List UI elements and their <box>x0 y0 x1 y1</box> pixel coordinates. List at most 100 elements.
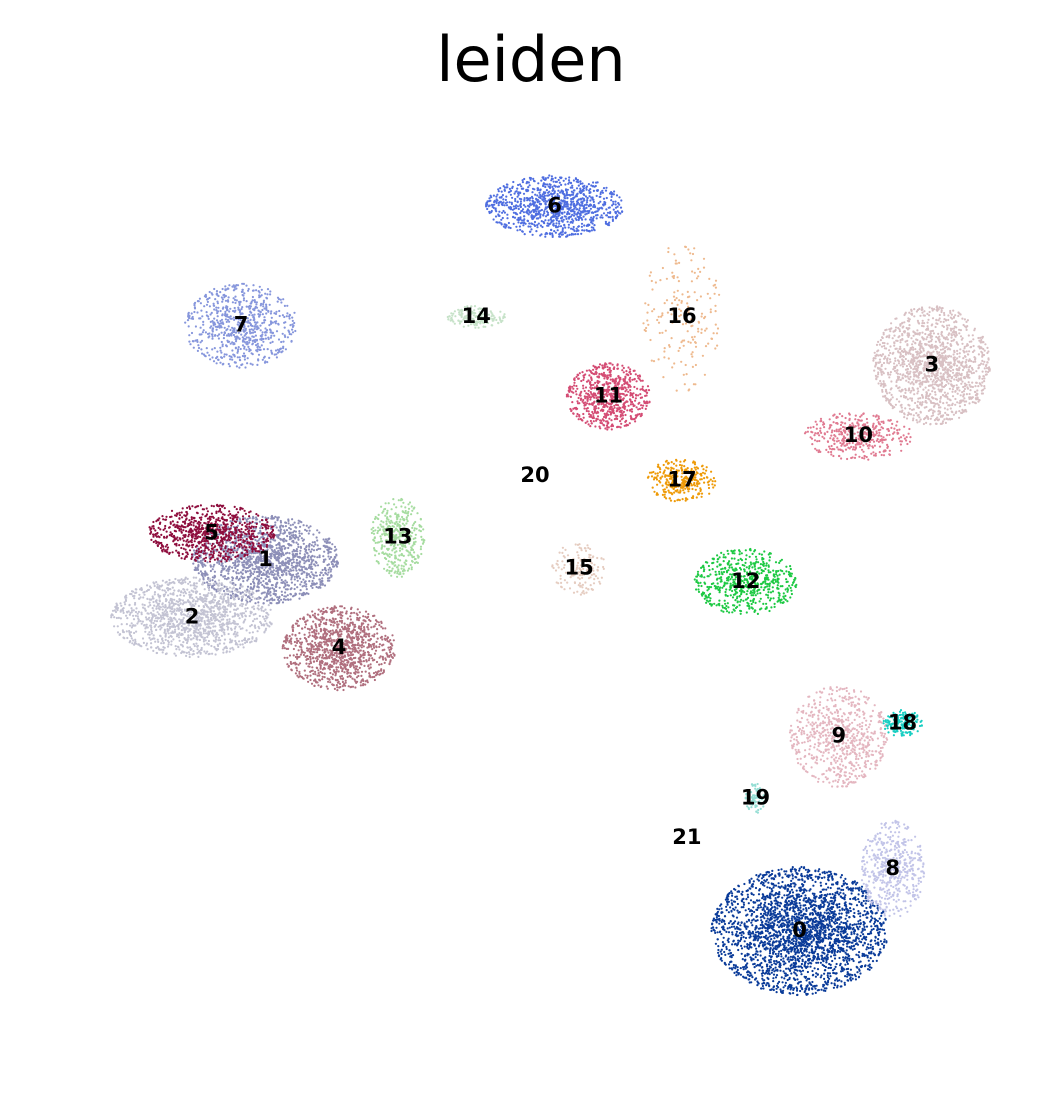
scatter-point <box>242 580 245 583</box>
scatter-point <box>257 589 260 592</box>
scatter-point <box>801 969 805 972</box>
scatter-point <box>863 942 866 945</box>
scatter-point <box>161 637 164 640</box>
scatter-point <box>846 933 849 936</box>
scatter-point <box>278 595 281 598</box>
scatter-point <box>262 585 266 588</box>
scatter-point <box>858 900 861 904</box>
scatter-point <box>736 943 739 946</box>
scatter-point <box>763 879 766 882</box>
scatter-point <box>749 899 753 902</box>
scatter-point <box>810 873 813 877</box>
scatter-point <box>779 988 782 991</box>
scatter-point <box>792 962 795 965</box>
scatter-point <box>775 902 778 905</box>
scatter-point <box>747 902 750 905</box>
scatter-point <box>777 901 780 904</box>
scatter-point <box>837 944 840 947</box>
scatter-point <box>764 943 767 946</box>
scatter-point <box>229 647 232 650</box>
scatter-point <box>829 975 832 978</box>
scatter-point <box>849 889 853 892</box>
scatter-point <box>830 883 834 886</box>
scatter-point <box>313 555 316 558</box>
scatter-point <box>153 593 156 596</box>
scatter-point <box>239 518 242 521</box>
scatter-point <box>838 887 841 890</box>
scatter-point <box>226 614 229 617</box>
scatter-point <box>734 888 737 891</box>
scatter-point <box>255 518 258 521</box>
scatter-point <box>774 908 777 912</box>
scatter-point <box>178 648 181 651</box>
scatter-point <box>258 578 261 582</box>
scatter-point <box>185 654 188 658</box>
scatter-point <box>744 936 748 940</box>
scatter-point <box>774 976 778 979</box>
scatter-point <box>798 931 802 934</box>
scatter-point <box>821 963 824 967</box>
scatter-point <box>243 559 246 562</box>
scatter-point <box>825 888 828 891</box>
scatter-point <box>826 981 830 984</box>
scatter-point <box>870 939 873 942</box>
scatter-point <box>242 621 245 624</box>
scatter-point <box>163 622 166 626</box>
scatter-point <box>244 561 247 564</box>
scatter-point <box>265 586 268 589</box>
scatter-point <box>265 570 268 574</box>
scatter-point <box>756 919 759 922</box>
scatter-point <box>761 931 764 935</box>
scatter-point <box>789 988 792 991</box>
scatter-point <box>813 892 816 896</box>
scatter-point <box>217 613 220 616</box>
scatter-point <box>745 964 748 967</box>
scatter-point <box>300 580 303 584</box>
scatter-point <box>786 958 789 961</box>
scatter-point <box>203 588 206 591</box>
scatter-point <box>830 899 834 903</box>
scatter-point <box>814 870 817 873</box>
scatter-point <box>818 947 821 950</box>
scatter-point <box>848 927 852 930</box>
scatter-point <box>769 912 773 915</box>
scatter-point <box>260 609 263 612</box>
scatter-point <box>827 908 830 911</box>
scatter-point <box>861 929 864 932</box>
scatter-point <box>864 897 867 900</box>
scatter-point <box>826 972 830 975</box>
scatter-point <box>727 940 730 944</box>
scatter-point <box>293 587 296 591</box>
scatter-point <box>783 894 786 897</box>
scatter-point <box>180 625 183 628</box>
scatter-point <box>791 966 794 969</box>
scatter-point <box>877 954 880 957</box>
scatter-point <box>281 560 284 563</box>
scatter-point <box>756 984 759 987</box>
scatter-point <box>830 946 834 949</box>
scatter-point <box>244 571 248 574</box>
scatter-point <box>832 986 836 989</box>
scatter-point <box>831 930 834 933</box>
scatter-point <box>271 517 274 520</box>
scatter-point <box>302 594 305 597</box>
scatter-point <box>756 878 759 881</box>
scatter-point <box>248 614 251 618</box>
scatter-point <box>788 874 791 877</box>
scatter-point <box>322 555 325 558</box>
scatter-point <box>836 881 839 884</box>
scatter-point <box>753 966 756 969</box>
scatter-point <box>778 893 781 896</box>
scatter-point <box>278 546 281 550</box>
scatter-point <box>248 594 252 597</box>
scatter-point <box>163 617 166 620</box>
scatter-point <box>292 561 295 564</box>
scatter-point <box>269 580 272 583</box>
scatter-point <box>807 868 810 871</box>
scatter-point <box>134 610 138 614</box>
scatter-point <box>195 592 198 595</box>
scatter-point <box>836 903 839 906</box>
scatter-point <box>805 979 808 982</box>
scatter-point <box>824 918 827 921</box>
scatter-point <box>276 573 279 576</box>
